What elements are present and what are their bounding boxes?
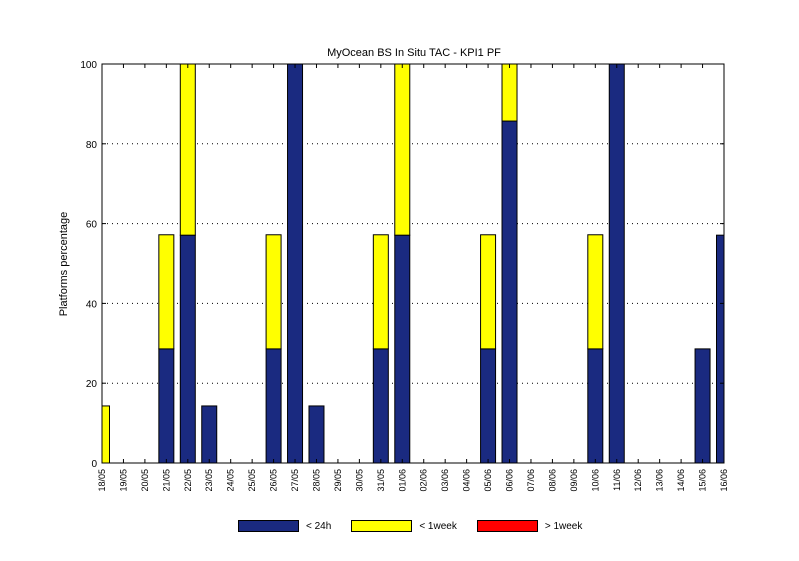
bar-01-06-series-1 (394, 63, 411, 236)
x-tick-label-14-06: 14/06 (676, 469, 686, 492)
x-tick-label-27-05: 27/05 (290, 469, 300, 492)
bar-27-05-series-0 (287, 63, 304, 464)
x-tick-label-24-05: 24/05 (226, 469, 236, 492)
x-tick-label-01-06: 01/06 (397, 469, 407, 492)
y-tick-label-0: 0 (91, 459, 97, 470)
legend-item-1week: < 1week (351, 520, 457, 532)
y-tick-label-40: 40 (86, 299, 98, 310)
x-tick-label-03-06: 03/06 (440, 469, 450, 492)
y-tick-label-100: 100 (80, 60, 97, 71)
legend-swatch-1week (351, 520, 413, 532)
legend-label-1week: < 1week (419, 520, 457, 532)
chart-title: MyOcean BS In Situ TAC - KPI1 PF (327, 47, 501, 59)
axes: 0 20 40 60 80 100 18/05 19/05 20/05 21/05 22/05 23/… (80, 60, 729, 492)
x-tick-label-31-05: 31/05 (376, 469, 386, 492)
bar-06-06-series-0 (501, 120, 518, 464)
bar-18-05-series-1 (101, 405, 110, 464)
x-tick-label-21-05: 21/05 (161, 469, 171, 492)
x-tick-label-02-06: 02/06 (419, 469, 429, 492)
bar-10-06-series-0 (587, 348, 604, 464)
bar-31-05-series-0 (372, 348, 389, 464)
x-tick-label-20-05: 20/05 (140, 469, 150, 492)
bar-22-05-series-0 (179, 234, 196, 464)
x-tick-label-13-06: 13/06 (655, 469, 665, 492)
bar-23-05-series-0 (201, 405, 218, 464)
bar-10-06-series-1 (587, 234, 604, 350)
y-tick-label-60: 60 (86, 220, 98, 231)
x-tick-label-30-05: 30/05 (354, 469, 364, 492)
x-tick-label-05-06: 05/06 (483, 469, 493, 492)
legend-swatch-24h (238, 520, 299, 532)
x-tick-label-04-06: 04/06 (462, 469, 472, 492)
x-tick-label-18-05: 18/05 (97, 469, 107, 492)
bar-28-05-series-0 (308, 405, 325, 464)
bar-22-05-series-1 (179, 63, 196, 236)
bar-26-05-series-1 (265, 234, 282, 350)
x-tick-label-12-06: 12/06 (633, 469, 643, 492)
bars (101, 63, 725, 464)
bar-21-05-series-1 (158, 234, 175, 350)
x-tick-label-06-06: 06/06 (505, 469, 515, 492)
y-tick-label-20: 20 (86, 379, 98, 390)
x-tick-label-07-06: 07/06 (526, 469, 536, 492)
bar-16-06-series-0 (716, 234, 725, 464)
x-tick-label-25-05: 25/05 (247, 469, 257, 492)
x-tick-label-10-06: 10/06 (590, 469, 600, 492)
x-tick-label-15-06: 15/06 (698, 469, 708, 492)
bar-05-06-series-0 (480, 348, 497, 464)
x-tick-label-11-06: 11/06 (612, 469, 622, 491)
bar-01-06-series-0 (394, 234, 411, 464)
bar-05-06-series-1 (480, 234, 497, 350)
bar-26-05-series-0 (265, 348, 282, 464)
x-tick-label-29-05: 29/05 (333, 469, 343, 492)
x-tick-label-16-06: 16/06 (719, 469, 729, 492)
grid-lines (102, 143, 724, 384)
bar-11-06-series-0 (608, 63, 625, 464)
legend-item-over-1week: > 1week (476, 520, 583, 532)
legend-swatch-over-1week (476, 520, 538, 532)
x-tick-label-28-05: 28/05 (311, 469, 321, 492)
legend-item-24h: < 24h (238, 520, 331, 532)
bar-06-06-series-1 (501, 63, 518, 122)
y-axis-label: Platforms percentage (58, 212, 70, 317)
bar-31-05-series-1 (372, 234, 389, 350)
y-tick-label-80: 80 (86, 140, 98, 151)
legend: < 24h < 1week > 1week (238, 519, 602, 533)
bar-21-05-series-0 (158, 348, 175, 464)
x-tick-label-09-06: 09/06 (569, 469, 579, 492)
x-tick-label-22-05: 22/05 (183, 469, 193, 492)
legend-label-24h: < 24h (306, 520, 332, 532)
x-tick-label-23-05: 23/05 (204, 469, 214, 492)
x-tick-label-19-05: 19/05 (118, 469, 128, 492)
bar-15-06-series-0 (694, 348, 711, 464)
x-tick-label-26-05: 26/05 (269, 469, 279, 492)
plot-frame (101, 63, 725, 464)
x-tick-label-08-06: 08/06 (547, 469, 557, 492)
legend-label-over-1week: > 1week (544, 520, 583, 532)
